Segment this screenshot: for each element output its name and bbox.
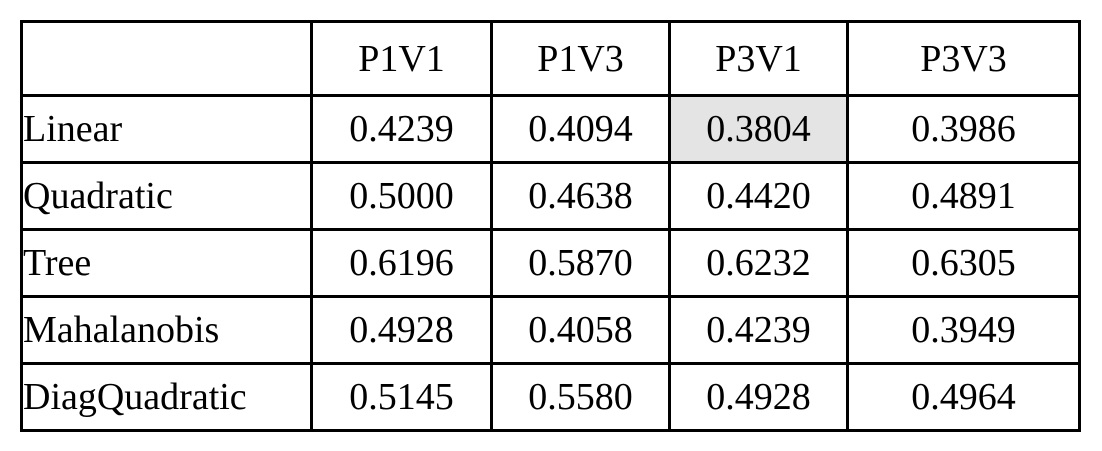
table-cell: 0.4928 <box>668 362 849 432</box>
table-cell: 0.3986 <box>846 94 1081 164</box>
row-label: Quadratic <box>20 161 313 231</box>
table-cell: 0.4094 <box>490 94 671 164</box>
table-cell: 0.4239 <box>310 94 493 164</box>
results-table: P1V1 P1V3 P3V1 P3V3 Linear 0.4239 0.4094… <box>20 20 1081 432</box>
row-label: Tree <box>20 228 313 298</box>
table-cell: 0.4058 <box>490 295 671 365</box>
table-cell: 0.5870 <box>490 228 671 298</box>
table-row-quadratic: Quadratic 0.5000 0.4638 0.4420 0.4891 <box>20 161 1081 231</box>
table-cell: 0.6232 <box>668 228 849 298</box>
table-row-linear: Linear 0.4239 0.4094 0.3804 0.3986 <box>20 94 1081 164</box>
table-cell: 0.6196 <box>310 228 493 298</box>
table-cell: 0.4964 <box>846 362 1081 432</box>
column-header-p3v3: P3V3 <box>846 20 1081 97</box>
column-header-p1v3: P1V3 <box>490 20 671 97</box>
table-row-mahalanobis: Mahalanobis 0.4928 0.4058 0.4239 0.3949 <box>20 295 1081 365</box>
table-cell: 0.5000 <box>310 161 493 231</box>
highlighted-cell: 0.3804 <box>668 94 849 164</box>
column-header-p3v1: P3V1 <box>668 20 849 97</box>
row-label: Mahalanobis <box>20 295 313 365</box>
table-cell: 0.3949 <box>846 295 1081 365</box>
table-cell: 0.4239 <box>668 295 849 365</box>
table-row-tree: Tree 0.6196 0.5870 0.6232 0.6305 <box>20 228 1081 298</box>
table-cell: 0.5580 <box>490 362 671 432</box>
row-label: Linear <box>20 94 313 164</box>
corner-cell <box>20 20 313 97</box>
table-cell: 0.5145 <box>310 362 493 432</box>
table-row-diagquadratic: DiagQuadratic 0.5145 0.5580 0.4928 0.496… <box>20 362 1081 432</box>
column-header-p1v1: P1V1 <box>310 20 493 97</box>
table-cell: 0.4928 <box>310 295 493 365</box>
row-label: DiagQuadratic <box>20 362 313 432</box>
header-row: P1V1 P1V3 P3V1 P3V3 <box>20 20 1081 97</box>
table-cell: 0.4891 <box>846 161 1081 231</box>
table-cell: 0.4420 <box>668 161 849 231</box>
table-cell: 0.6305 <box>846 228 1081 298</box>
table-cell: 0.4638 <box>490 161 671 231</box>
